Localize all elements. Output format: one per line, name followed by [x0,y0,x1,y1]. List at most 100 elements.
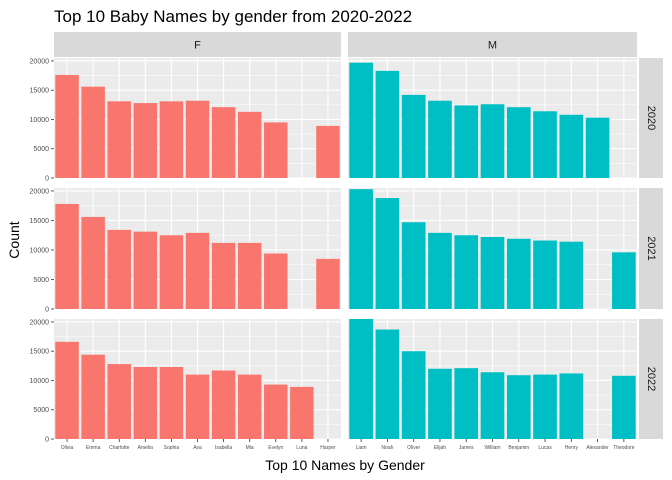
bar-2022-M-James [454,368,479,439]
bar-2021-M-James [454,235,479,309]
facet-strip-2020 [639,58,663,178]
facet-strip-label-M: M [488,40,497,52]
x-axis-title: Top 10 Names by Gender [265,457,425,473]
bar-2021-M-William [480,236,505,309]
y-axis-title: Count [6,221,22,258]
x-tick-label-Alexander: Alexander [586,445,609,451]
x-tick-label-Mia: Mia [246,445,254,451]
bar-2022-F-Evelyn [264,384,288,439]
bar-2021-F-Sophia [159,235,184,309]
x-tick-label-Liam: Liam [356,445,367,451]
bar-2021-M-Lucas [533,240,557,309]
bar-2021-M-Henry [559,241,584,309]
y-tick-label: 10000 [30,378,50,385]
bar-2021-M-Oliver [401,222,426,309]
y-tick-label: 0 [45,307,49,314]
facet-strip-label-F: F [194,40,201,52]
y-tick-label: 15000 [30,88,50,95]
x-tick-label-Ava: Ava [193,445,202,451]
facet-strip-M [348,32,637,57]
bar-2021-F-Mia [237,242,262,309]
bar-2022-M-Elijah [428,368,452,439]
y-tick-label: 5000 [33,407,49,414]
x-tick-label-Olivia: Olivia [61,445,74,451]
bar-2022-M-Lucas [533,374,557,439]
bar-2021-M-Elijah [428,232,452,309]
bar-2022-M-Noah [375,329,400,439]
x-tick-label-Luna: Luna [296,445,307,451]
x-tick-label-Amelia: Amelia [138,445,154,451]
y-tick-label: 15000 [30,218,50,225]
x-tick-label-Elijah: Elijah [434,445,446,451]
bar-2021-F-Amelia [133,231,158,309]
y-tick-label: 20000 [30,319,50,326]
bar-2022-F-Emma [81,354,105,439]
facet-strip-F [54,32,341,57]
bar-2022-F-Ava [185,374,210,439]
bar-2021-F-Emma [81,216,105,309]
facet-strip-label-2021: 2021 [645,236,657,260]
bar-2022-M-William [480,372,505,439]
x-tick-label-William: William [484,445,500,451]
bar-2021-M-Liam [349,189,373,309]
y-tick-label: 0 [45,176,49,183]
y-tick-label: 20000 [30,58,50,65]
bar-2020-M-Oliver [401,94,426,178]
bar-2021-F-Charlotte [107,229,131,309]
bar-2021-F-Ava [185,232,210,309]
x-tick-label-Isabella: Isabella [215,445,232,451]
y-tick-label: 10000 [30,117,50,124]
x-tick-label-Oliver: Oliver [407,445,420,451]
x-tick-label-Emma: Emma [86,445,101,451]
chart-title: Top 10 Baby Names by gender from 2020-20… [54,7,412,26]
bar-2021-F-Harper [316,258,340,309]
bar-2020-M-Noah [375,70,400,178]
bar-2021-F-Isabella [211,242,236,309]
bar-2020-F-Isabella [211,107,236,178]
bar-2021-M-Benjamin [506,238,531,309]
bar-2021-F-Evelyn [264,253,288,309]
bar-2021-M-Theodore [612,252,636,309]
y-tick-label: 0 [45,437,49,444]
bar-2022-M-Liam [349,319,373,439]
bar-2021-M-Noah [375,198,400,309]
bar-2020-M-Benjamin [506,107,531,178]
y-tick-label: 15000 [30,349,50,356]
y-tick-label: 5000 [33,277,49,284]
bar-2020-M-Lucas [533,111,557,178]
bar-2020-M-Liam [349,62,373,179]
bar-2020-F-Ava [185,100,210,178]
bar-2020-M-Henry [559,114,584,178]
bar-2022-M-Henry [559,373,584,439]
x-tick-label-Henry: Henry [565,445,579,451]
x-tick-label-Theodore: Theodore [613,445,635,451]
facet-strip-label-2022: 2022 [645,367,657,391]
bar-2022-F-Charlotte [107,364,131,439]
x-tick-label-Evelyn: Evelyn [268,445,283,451]
bar-2022-M-Benjamin [506,375,531,439]
facet-strip-2022 [639,319,663,439]
bar-2020-F-Harper [316,125,340,178]
bar-2020-M-Elijah [428,100,452,178]
x-tick-label-Benjamin: Benjamin [508,445,529,451]
bar-2022-F-Luna [290,386,314,439]
x-tick-label-James: James [459,445,474,451]
bar-2020-M-Alexander [585,117,610,178]
bar-2022-F-Amelia [133,367,158,439]
plot-area: F M 2020 2021 2022 0 5000 10000 15000 20000 0 5000 1… [30,32,663,451]
bar-2020-M-William [480,104,505,178]
bar-2022-F-Olivia [55,341,79,439]
bar-2021-F-Olivia [55,203,79,309]
bar-2022-F-Sophia [159,367,184,439]
x-tick-label-Noah: Noah [381,445,393,451]
bar-2020-F-Sophia [159,101,184,178]
bar-2020-F-Evelyn [264,122,288,178]
bar-2022-M-Theodore [612,375,636,439]
bar-2020-F-Mia [237,111,262,178]
bar-2020-M-James [454,105,479,178]
bar-2020-F-Olivia [55,74,79,178]
x-tick-label-Sophia: Sophia [164,445,180,451]
x-tick-label-Lucas: Lucas [538,445,552,451]
bar-2022-F-Isabella [211,370,236,439]
